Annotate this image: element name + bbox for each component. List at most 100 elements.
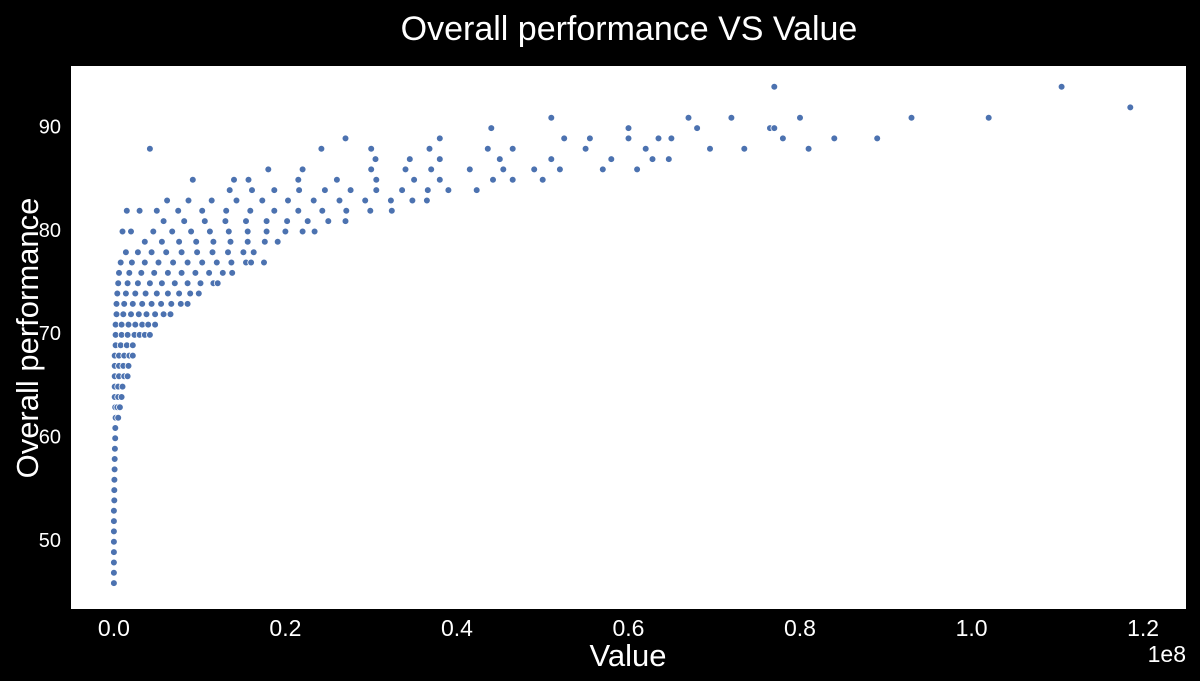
scatter-point: [283, 217, 291, 225]
scatter-point: [110, 486, 119, 494]
scatter-point: [495, 155, 504, 163]
scatter-point: [246, 207, 255, 215]
scatter-point: [804, 144, 813, 153]
scatter-point: [770, 124, 779, 132]
y-tick-label: 60: [39, 427, 61, 449]
scatter-point: [153, 289, 161, 298]
scatter-point: [198, 207, 207, 215]
scatter-point: [198, 258, 207, 267]
scatter-point: [147, 300, 156, 308]
scatter-point: [206, 227, 214, 236]
scatter-point: [244, 176, 253, 184]
scatter-point: [228, 269, 237, 277]
scatter-point: [607, 155, 616, 163]
scatter-point: [141, 289, 150, 298]
scatter-point: [270, 186, 279, 194]
scatter-point: [341, 134, 350, 143]
scatter-point: [530, 165, 538, 174]
y-axis-ticks: 50 60 70 80 90: [39, 116, 61, 552]
scatter-point: [243, 238, 252, 246]
scatter-point: [111, 434, 119, 443]
scatter-point: [309, 196, 318, 205]
scatter-point: [125, 269, 134, 277]
scatter-point: [346, 186, 355, 194]
scatter-point: [159, 217, 168, 225]
scatter-point: [423, 196, 431, 205]
scatter-point: [796, 113, 804, 122]
scatter-point: [110, 506, 118, 515]
plot-area: [71, 66, 1186, 609]
scatter-point: [239, 248, 248, 257]
scatter-point: [184, 196, 193, 205]
scatter-point: [115, 269, 123, 277]
scatter-point: [110, 496, 119, 505]
scatter-point: [127, 227, 135, 236]
scatter-point: [117, 393, 126, 401]
scatter-point: [633, 165, 641, 174]
scatter-point: [224, 248, 232, 257]
scatter-point: [770, 82, 779, 91]
scatter-point: [123, 279, 132, 288]
scatter-point: [560, 134, 568, 143]
scatter-point: [472, 186, 481, 194]
y-tick-label: 70: [39, 323, 61, 345]
scatter-point: [123, 331, 132, 339]
scatter-point: [201, 217, 209, 225]
scatter-point: [333, 176, 341, 184]
scatter-point: [372, 186, 381, 194]
scatter-point: [321, 186, 329, 194]
scatter-point: [110, 475, 119, 484]
scatter-point: [134, 279, 142, 288]
scatter-point: [153, 207, 161, 215]
scatter-point: [124, 320, 133, 329]
scatter-point: [427, 165, 436, 174]
scatter-point: [213, 258, 221, 267]
scatter-point: [205, 269, 213, 277]
scatter-point: [129, 351, 137, 360]
scatter-point: [270, 207, 279, 215]
x-axis-label: Value: [590, 638, 667, 673]
scatter-point: [146, 279, 154, 288]
scatter-point: [227, 258, 236, 267]
scatter-point: [444, 186, 453, 194]
scatter-point: [586, 134, 594, 143]
scatter-point: [408, 196, 417, 205]
scatter-point: [387, 207, 396, 215]
scatter-point: [873, 134, 881, 143]
scatter-point: [120, 300, 128, 308]
scatter-point: [262, 227, 271, 236]
scatter-point: [225, 186, 234, 194]
scatter-point: [298, 165, 307, 174]
scatter-point: [294, 207, 303, 215]
scatter-point: [150, 269, 159, 277]
scatter-point: [151, 310, 159, 319]
scatter-point: [410, 176, 418, 184]
x-tick-label: 1.0: [956, 615, 988, 641]
scatter-point: [168, 227, 177, 236]
scatter-point: [175, 238, 183, 246]
y-tick-label: 90: [39, 116, 61, 138]
scatter-point: [310, 227, 319, 236]
scatter-point: [984, 113, 993, 122]
scatter-point: [207, 196, 216, 205]
scatter-point: [547, 113, 556, 122]
scatter-point: [489, 176, 497, 184]
scatter-point: [387, 196, 395, 205]
scatter-point: [112, 310, 121, 319]
scatter-point: [624, 134, 633, 143]
scatter-point: [191, 269, 200, 277]
scatter-point: [131, 320, 140, 329]
scatter-point: [225, 227, 233, 236]
y-tick-label: 80: [39, 220, 61, 242]
scatter-point: [465, 165, 474, 174]
scatter-point: [110, 517, 118, 525]
scatter-point: [664, 155, 673, 163]
scatter-point: [186, 289, 195, 298]
scatter-point: [118, 227, 127, 236]
scatter-point: [303, 217, 312, 225]
scatter-point: [195, 289, 203, 298]
scatter-point: [134, 248, 142, 257]
scatter-point: [318, 207, 327, 215]
scatter-point: [260, 238, 269, 246]
scatter-point: [113, 289, 122, 298]
